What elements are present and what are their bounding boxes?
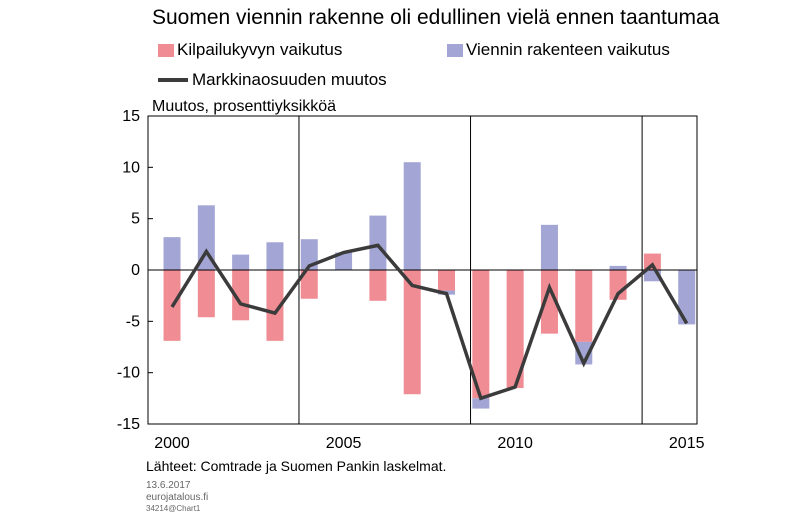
bar-rakenne-2007 xyxy=(403,162,421,270)
bar-rakenne-2014 xyxy=(643,270,661,282)
bar-rakenne-2006 xyxy=(369,215,387,270)
legend-swatch-kilpailukyky xyxy=(158,43,174,57)
bar-kilpailukyky-2002 xyxy=(232,270,250,321)
bar-rakenne-2012 xyxy=(575,341,593,365)
y-tick-label-3: 0 xyxy=(131,262,140,279)
bar-kilpailukyky-2011 xyxy=(540,270,558,334)
source-note: Lähteet: Comtrade ja Suomen Pankin laske… xyxy=(146,458,447,474)
bar-kilpailukyky-2010 xyxy=(506,270,524,389)
bar-rakenne-2005 xyxy=(335,252,353,270)
bar-rakenne-2004 xyxy=(300,239,318,270)
y-tick-label-4: -5 xyxy=(126,313,140,330)
bar-kilpailukyky-2001 xyxy=(197,270,215,318)
legend-item-rakenne: Viennin rakenteen vaikutus xyxy=(447,40,670,60)
legend-item-markkinaosuus: Markkinaosuuden muutos xyxy=(158,70,387,90)
bar-kilpailukyky-2007 xyxy=(403,270,421,395)
x-tick-label-3: 2015 xyxy=(669,435,705,452)
bar-kilpailukyky-2014 xyxy=(643,253,661,270)
line-markkinaosuus xyxy=(170,243,689,401)
x-tick-label-0: 2000 xyxy=(154,435,190,452)
y-tick-label-6: -15 xyxy=(117,416,140,433)
legend-label-markkinaosuus: Markkinaosuuden muutos xyxy=(192,70,387,89)
y-tick-label-1: 10 xyxy=(122,159,140,176)
y-axis-label: Muutos, prosenttiyksikköä xyxy=(152,98,337,115)
bar-kilpailukyky-2006 xyxy=(369,270,387,301)
chart-title: Suomen viennin rakenne oli edullinen vie… xyxy=(152,6,720,29)
bar-rakenne-2011 xyxy=(540,224,558,270)
bar-rakenne-2009 xyxy=(472,398,490,409)
bar-rakenne-2003 xyxy=(266,242,284,270)
legend-swatch-rakenne xyxy=(447,43,463,57)
legend-label-kilpailukyky: Kilpailukyvyn vaikutus xyxy=(177,40,343,59)
footer-site: eurojatalous.fi xyxy=(146,492,209,503)
legend-label-rakenne: Viennin rakenteen vaikutus xyxy=(466,40,670,59)
bar-rakenne-2013 xyxy=(609,265,627,270)
y-tick-label-2: 5 xyxy=(131,211,140,228)
x-tick-label-2: 2010 xyxy=(497,435,533,452)
legend-item-kilpailukyky: Kilpailukyvyn vaikutus xyxy=(158,40,342,60)
bar-kilpailukyky-2012 xyxy=(575,270,593,342)
bar-kilpailukyky-2008 xyxy=(438,270,456,291)
bar-rakenne-2002 xyxy=(232,254,250,270)
bar-rakenne-2015 xyxy=(678,270,696,325)
bar-rakenne-2000 xyxy=(163,237,181,270)
bar-kilpailukyky-2009 xyxy=(472,270,490,399)
bar-kilpailukyky-2004 xyxy=(300,270,318,299)
legend-line-markkinaosuus xyxy=(158,78,188,82)
footer-date: 13.6.2017 xyxy=(146,480,191,491)
bar-kilpailukyky-2003 xyxy=(266,270,284,341)
x-tick-label-1: 2005 xyxy=(326,435,362,452)
bar-rakenne-2001 xyxy=(197,205,215,270)
y-tick-label-0: 15 xyxy=(122,108,140,125)
footer-code: 34214@Chart1 xyxy=(146,504,201,513)
y-tick-label-5: -10 xyxy=(117,365,140,382)
